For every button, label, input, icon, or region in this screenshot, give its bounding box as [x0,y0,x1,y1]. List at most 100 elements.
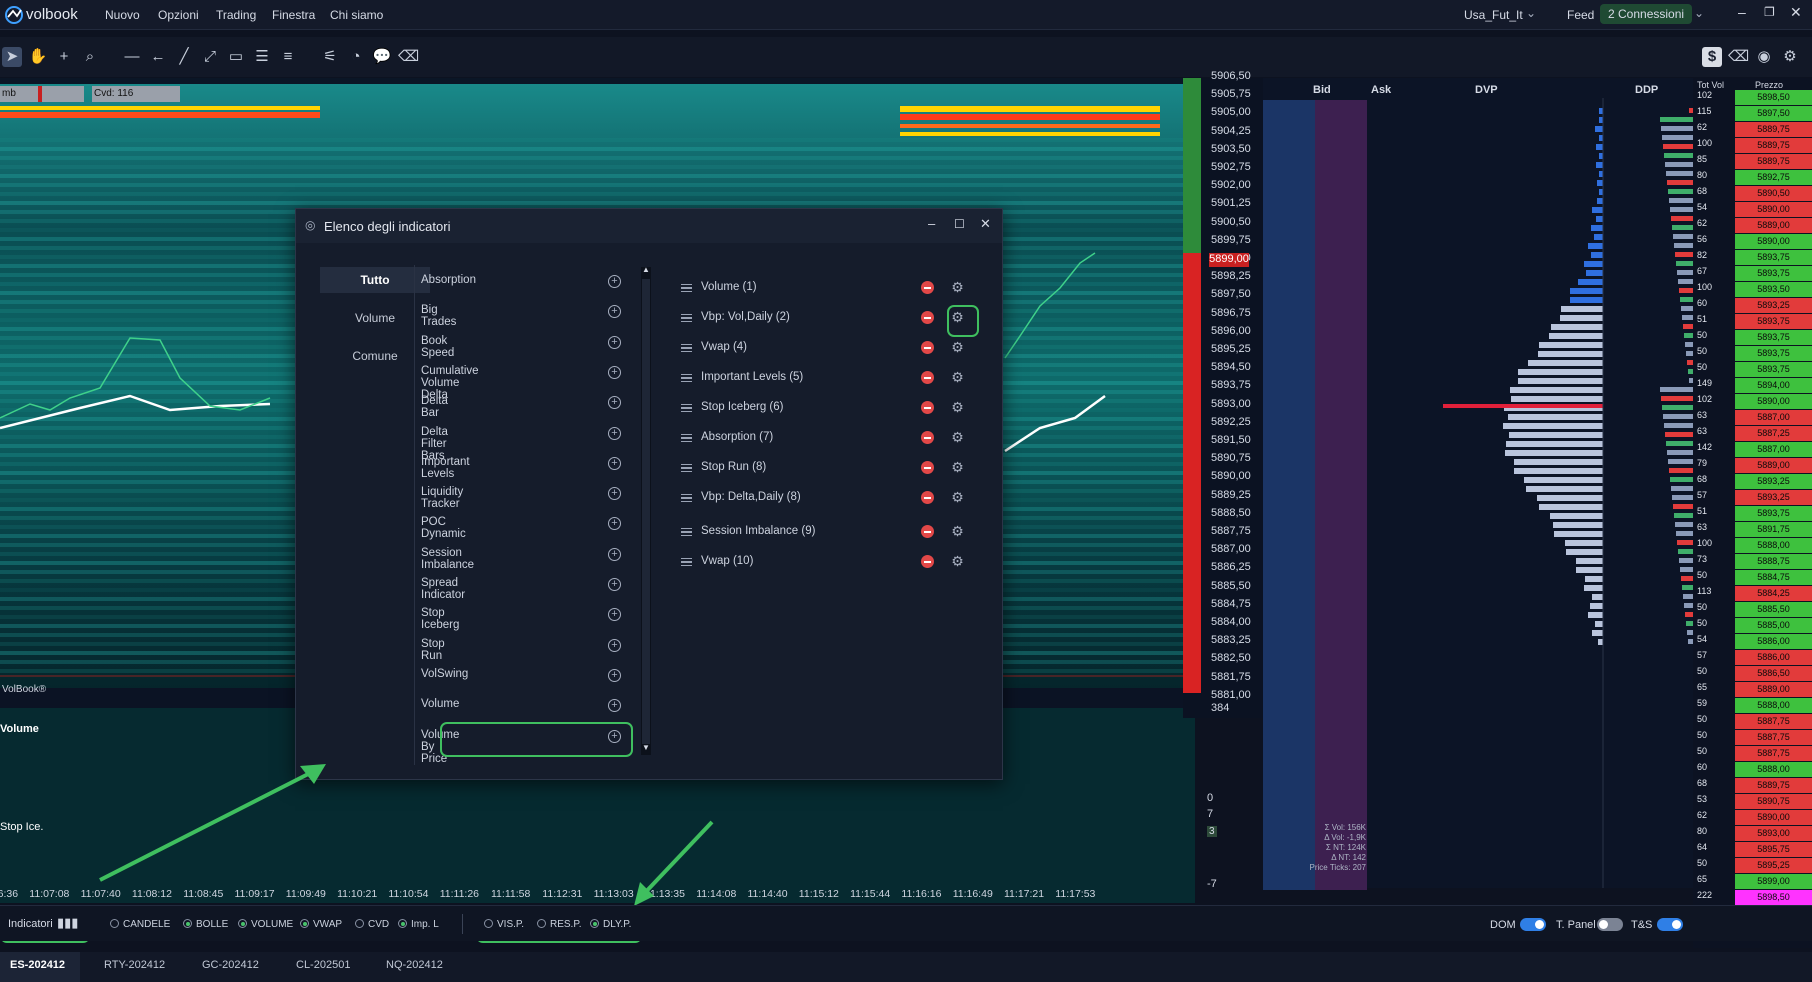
scroll-up-icon[interactable]: ▲ [642,265,650,274]
available-indicator[interactable]: Volume [421,698,460,711]
dom-toggle[interactable] [1520,918,1546,931]
radio-icon[interactable] [355,919,364,928]
drag-handle-icon[interactable] [681,374,692,382]
radio-icon[interactable] [110,919,119,928]
drag-handle-icon[interactable] [681,494,692,502]
remove-indicator-icon[interactable] [921,461,934,474]
gear-icon[interactable]: ⚙ [951,339,964,355]
comment-icon[interactable]: 💬 [372,48,392,65]
menu-opzioni[interactable]: Opzioni [158,8,199,22]
available-indicator[interactable]: Liquidity Tracker [421,486,464,511]
drag-handle-icon[interactable] [681,434,692,442]
zoom-icon[interactable]: ⌕ [85,48,95,65]
add-indicator-icon[interactable]: + [608,335,621,349]
radio-icon[interactable] [398,919,407,928]
tab-tutto[interactable]: Tutto [320,267,430,293]
remove-indicator-icon[interactable] [921,555,934,568]
record-icon[interactable]: ◉ [1757,48,1771,65]
indicators-button[interactable]: Indicatori [8,918,53,930]
radio-icon[interactable] [484,919,493,928]
add-indicator-icon[interactable]: + [608,668,621,682]
option-resp[interactable]: RES.P. [537,919,582,930]
option-vwap[interactable]: VWAP [300,919,342,930]
gear-icon[interactable]: ⚙ [951,369,964,385]
available-indicator[interactable]: Big Trades [421,304,457,329]
horizontal-line-icon[interactable]: — [124,48,140,65]
add-indicator-icon[interactable]: + [608,456,621,470]
radio-icon[interactable] [590,919,599,928]
add-indicator-icon[interactable]: + [608,365,621,379]
add-indicator-icon[interactable]: + [608,608,621,622]
remove-indicator-icon[interactable] [921,341,934,354]
tab-cl-202501[interactable]: CL-202501 [296,959,351,971]
gear-icon[interactable]: ⚙ [951,429,964,445]
available-indicator[interactable]: VolSwing [421,667,469,680]
add-indicator-icon[interactable]: + [608,305,621,319]
radio-icon[interactable] [537,919,546,928]
available-indicator[interactable]: Stop Iceberg [421,607,460,632]
chevron-down-icon[interactable]: ⌄ [1694,6,1705,20]
menu-finestra[interactable]: Finestra [272,8,316,22]
timer-icon[interactable]: ◔ [351,48,361,65]
gear-icon[interactable]: ⚙ [1783,48,1797,65]
remove-indicator-icon[interactable] [921,311,934,324]
available-indicator[interactable]: Absorption [421,274,476,286]
connections-button[interactable]: 2 Connessioni [1600,4,1693,24]
add-indicator-icon[interactable]: + [608,729,621,743]
add-indicator-icon[interactable]: + [608,699,621,713]
radio-icon[interactable] [238,919,247,928]
menu-chi-siamo[interactable]: Chi siamo [330,8,384,22]
rectangle-icon[interactable]: ▭ [228,48,244,65]
radio-icon[interactable] [300,919,309,928]
add-indicator-icon[interactable]: + [608,487,621,501]
available-indicator[interactable]: Spread Indicator [421,577,466,601]
eraser-icon[interactable]: ⌫ [1728,48,1750,65]
tab-comune[interactable]: Comune [352,349,398,363]
option-dlyp[interactable]: DLY.P. [590,919,631,930]
restore-icon[interactable]: ❐ [1764,5,1775,19]
sliders-icon[interactable]: ⚟ [323,48,337,65]
close-icon[interactable]: ✕ [1790,4,1802,20]
add-indicator-icon[interactable]: + [608,275,621,288]
crosshair-icon[interactable]: + [59,48,69,65]
available-indicator[interactable]: Important Levels [421,455,470,480]
available-indicator[interactable]: Delta Filter Bars [421,425,448,462]
scroll-down-icon[interactable]: ▼ [642,743,650,752]
tab-es-202412[interactable]: ES-202412 [10,959,66,971]
drag-handle-icon[interactable] [681,558,692,566]
available-indicator[interactable]: Cumulative Volume Delta [421,364,479,401]
drag-handle-icon[interactable] [681,528,692,536]
gear-icon[interactable]: ⚙ [951,553,964,569]
option-bolle[interactable]: BOLLE [183,919,228,930]
option-volume[interactable]: VOLUME [238,919,293,930]
menu-nuovo[interactable]: Nuovo [105,8,140,22]
remove-indicator-icon[interactable] [921,525,934,538]
gear-icon[interactable]: ⚙ [951,489,964,505]
maximize-icon[interactable]: ☐ [954,217,965,231]
add-indicator-icon[interactable]: + [608,396,621,410]
option-candele[interactable]: CANDELE [110,919,170,930]
tab-nq-202412[interactable]: NQ-202412 [386,959,443,971]
scrollbar[interactable] [641,267,651,755]
measure-icon[interactable]: ⤢ [203,48,216,65]
remove-indicator-icon[interactable] [921,281,934,294]
tab-gc-202412[interactable]: GC-202412 [202,959,259,971]
drag-handle-icon[interactable] [681,464,692,472]
tab-volume[interactable]: Volume [354,311,396,325]
menu-trading[interactable]: Trading [216,8,257,22]
gear-icon[interactable]: ⚙ [951,279,964,295]
levels-icon[interactable]: ☰ [255,48,269,65]
option-cvd[interactable]: CVD [355,919,389,930]
hand-icon[interactable]: ✋ [28,48,48,65]
dollar-icon[interactable]: $ [1702,47,1722,67]
close-icon[interactable]: ✕ [980,216,991,231]
chevron-down-icon[interactable]: ⌄ [1526,6,1537,20]
add-indicator-icon[interactable]: + [608,547,621,561]
minimize-icon[interactable]: – [928,216,936,231]
drag-handle-icon[interactable] [681,404,692,412]
available-indicator[interactable]: POC Dynamic [421,516,466,541]
tab-rty-202412[interactable]: RTY-202412 [104,959,166,971]
remove-indicator-icon[interactable] [921,491,934,504]
gear-icon[interactable]: ⚙ [951,309,964,325]
bar-chart-icon[interactable]: ▮▮▮ [57,915,79,930]
